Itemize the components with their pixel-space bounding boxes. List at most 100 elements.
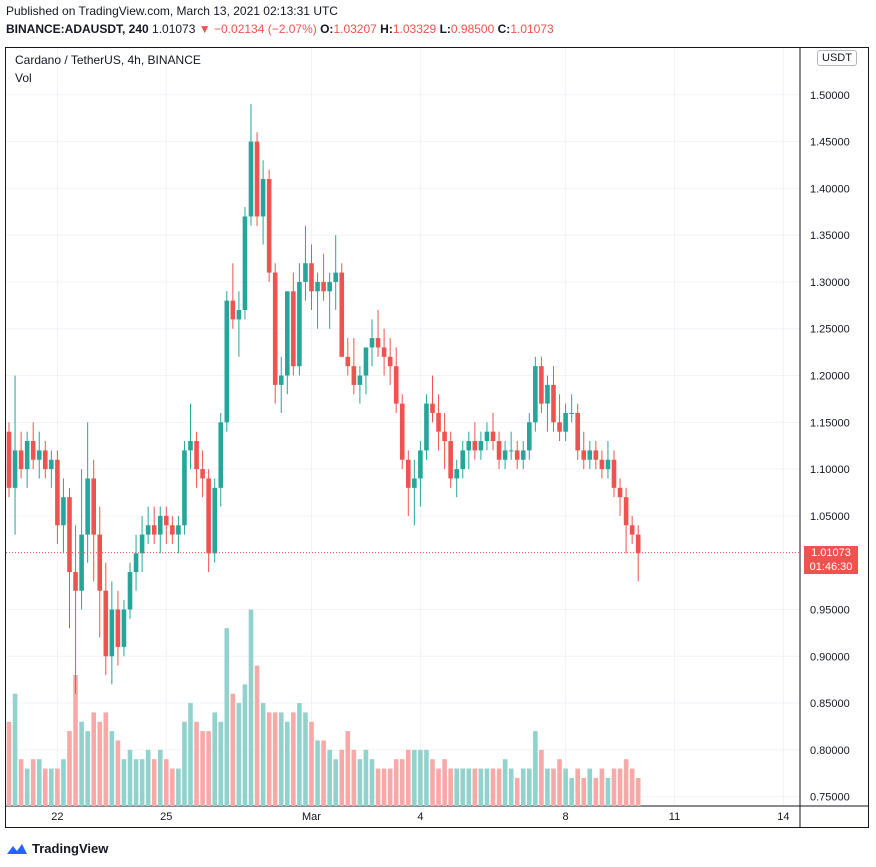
volume-bar xyxy=(581,777,587,806)
volume-bar xyxy=(79,721,84,806)
volume-bar xyxy=(605,777,611,806)
chart-frame xyxy=(5,47,869,828)
candle-body xyxy=(502,450,508,460)
volume-bar xyxy=(188,703,193,806)
footer-brand-label: TradingView xyxy=(32,841,109,856)
volume-bar xyxy=(109,731,115,806)
published-line: Published on TradingView.com, March 13, … xyxy=(6,4,338,18)
volume-bar xyxy=(430,759,435,806)
volume-bar xyxy=(194,721,199,806)
candle-body xyxy=(236,310,242,320)
volume-bar xyxy=(127,749,133,806)
candle-body xyxy=(508,450,514,452)
volume-bar xyxy=(551,768,556,806)
y-tick-label: 1.40000 xyxy=(810,183,850,195)
candle-body xyxy=(375,338,381,348)
volume-bar xyxy=(248,609,254,806)
candle-body xyxy=(230,300,236,320)
candle-body xyxy=(623,497,629,526)
candle-body xyxy=(611,459,617,488)
candle-body xyxy=(545,384,550,404)
volume-bar xyxy=(381,768,387,806)
candle-body xyxy=(599,459,605,470)
volume-bar xyxy=(327,749,332,806)
volume-bar xyxy=(345,731,351,806)
candle-body xyxy=(345,356,351,367)
candle-body xyxy=(285,291,290,376)
candle-body xyxy=(557,422,562,432)
volume-bar xyxy=(387,768,393,806)
triangle-down-icon: ▼ xyxy=(198,22,211,36)
candle-body xyxy=(490,431,496,442)
candle-body xyxy=(254,141,260,217)
candle-body xyxy=(91,478,96,535)
y-tick-label: 1.25000 xyxy=(810,324,850,336)
candle-body xyxy=(333,272,338,282)
low-label: L: xyxy=(439,22,451,36)
candle-body xyxy=(200,469,205,479)
candle-body xyxy=(527,422,532,451)
volume-bar xyxy=(36,759,42,806)
candle-body xyxy=(472,441,478,451)
candle-body xyxy=(12,450,18,488)
candle-body xyxy=(164,515,169,526)
candle-body xyxy=(454,469,459,479)
last-price: 1.01073 xyxy=(152,22,196,36)
volume-bar xyxy=(575,768,580,806)
candle-body xyxy=(351,366,357,385)
candle-body xyxy=(635,534,641,554)
candle-body xyxy=(393,366,399,404)
volume-bar xyxy=(272,712,278,806)
volume-bar xyxy=(151,759,157,806)
candle-body xyxy=(97,534,103,591)
volume-bar xyxy=(545,768,550,806)
volume-bar xyxy=(12,693,18,806)
candle-body xyxy=(406,459,411,488)
y-tick-label: 1.15000 xyxy=(810,417,850,429)
candle-body xyxy=(520,450,526,460)
candle-body xyxy=(49,459,54,470)
volume-bar xyxy=(617,768,623,806)
volume-bar xyxy=(43,768,48,806)
volume-bar xyxy=(297,703,302,806)
candle-body xyxy=(478,441,484,451)
volume-bar xyxy=(236,703,242,806)
volume-bar xyxy=(260,703,266,806)
high-label: H: xyxy=(380,22,393,36)
volume-bar xyxy=(49,768,54,806)
candle-body xyxy=(133,553,139,573)
volume-bar xyxy=(635,777,641,806)
candle-body xyxy=(387,356,393,367)
volume-bar xyxy=(418,749,423,806)
candle-body xyxy=(145,525,151,535)
y-tick-label: 1.50000 xyxy=(810,90,850,102)
y-tick-label: 1.05000 xyxy=(810,511,850,523)
candle-body xyxy=(55,459,60,526)
ohlc-line: BINANCE:ADAUSDT, 240 1.01073 ▼ −0.02134 … xyxy=(6,22,554,36)
currency-button[interactable]: USDT xyxy=(817,50,857,66)
volume-bar xyxy=(436,768,441,806)
volume-bar xyxy=(351,749,357,806)
volume-bar xyxy=(539,749,544,806)
volume-bar xyxy=(478,768,484,806)
volume-bar xyxy=(67,731,72,806)
volume-bar xyxy=(242,684,248,806)
candle-body xyxy=(79,534,84,591)
candle-body xyxy=(617,487,623,498)
candle-body xyxy=(6,431,12,488)
candle-body xyxy=(157,515,163,535)
footer-brand[interactable]: TradingView xyxy=(6,841,108,856)
volume-bar xyxy=(569,777,574,806)
candle-body xyxy=(115,609,121,647)
candle-body xyxy=(127,572,133,610)
volume-bar xyxy=(278,712,284,806)
candle-body xyxy=(272,272,278,385)
volume-bar xyxy=(454,768,459,806)
volume-bar xyxy=(533,731,538,806)
volume-bar xyxy=(230,693,236,806)
candle-body xyxy=(424,403,429,451)
candle-body xyxy=(369,338,375,348)
candle-body xyxy=(363,347,369,376)
candle-body xyxy=(399,403,405,460)
